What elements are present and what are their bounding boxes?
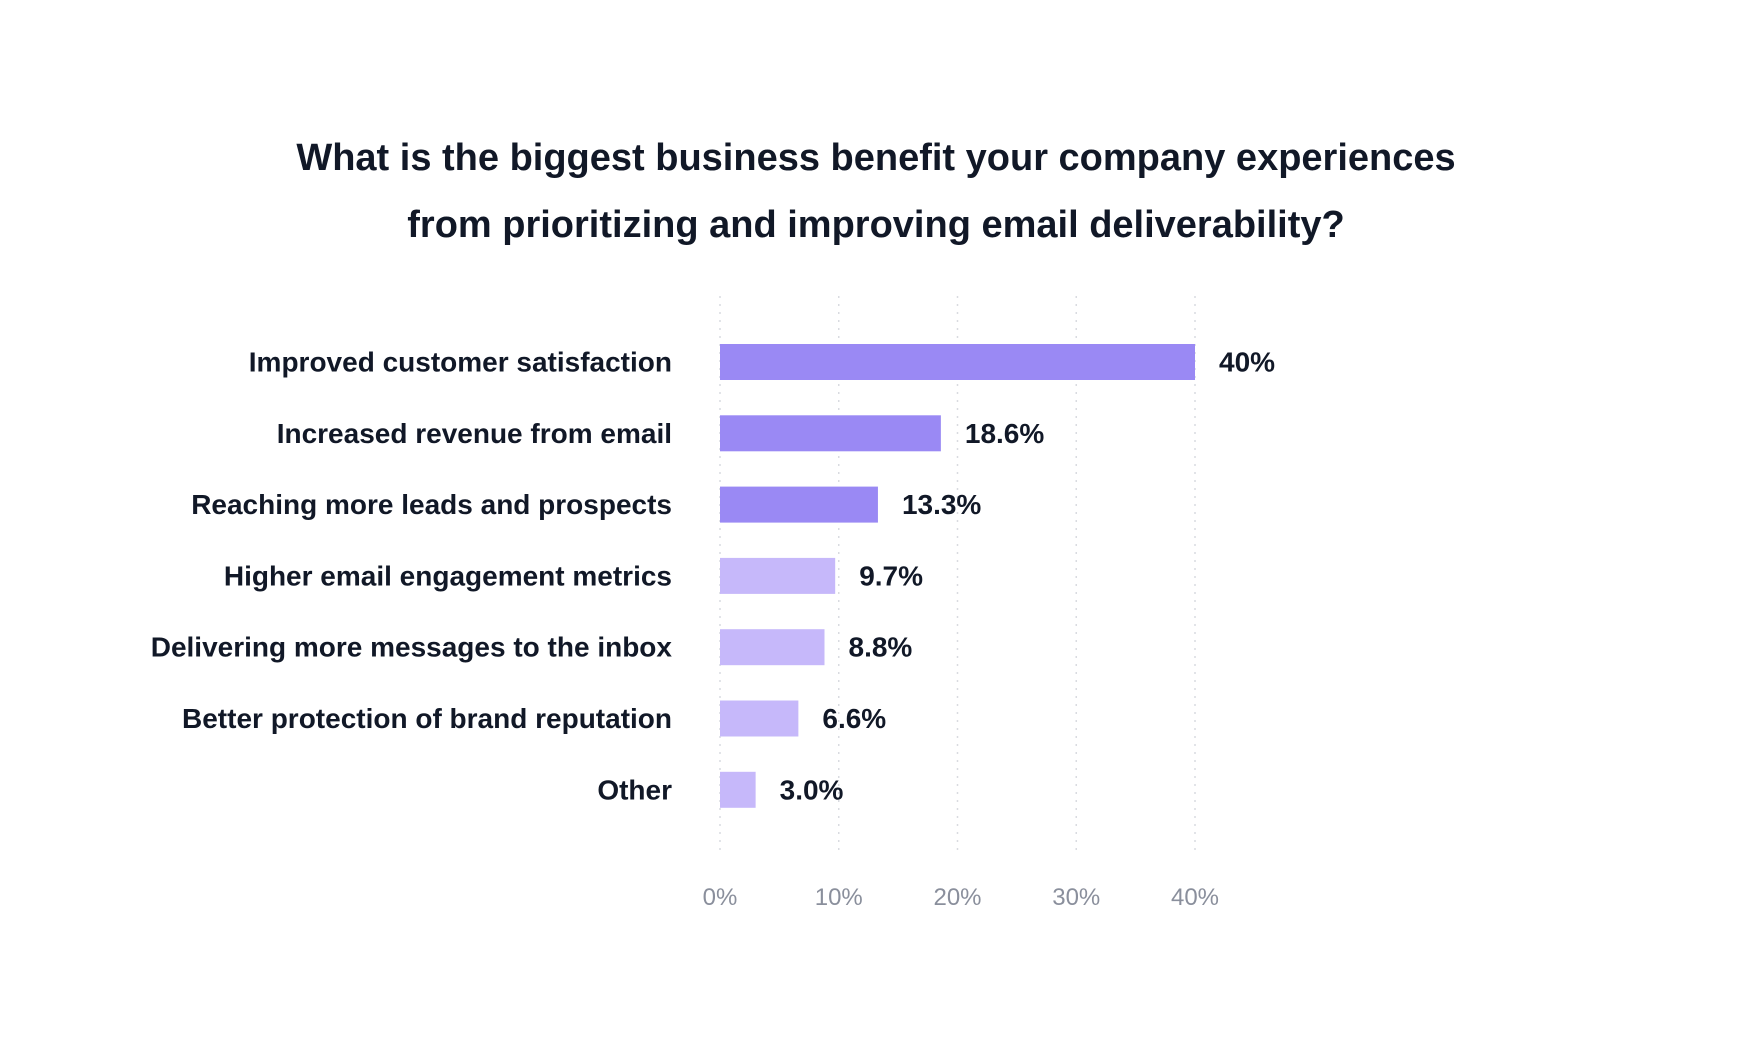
bar xyxy=(720,700,799,737)
chart-title-line-1: What is the biggest business benefit you… xyxy=(296,137,1455,179)
category-label: Other xyxy=(597,774,672,805)
value-label: 3.0% xyxy=(780,774,844,805)
x-tick-label: 40% xyxy=(1171,884,1219,911)
value-label: 18.6% xyxy=(965,418,1044,449)
value-label: 8.8% xyxy=(849,632,913,663)
category-label: Higher email engagement metrics xyxy=(224,560,672,591)
value-labels: 40% 18.6% 13.3% 9.7% 8.8% 6.6% 3.0% xyxy=(780,347,1276,806)
x-tick-label: 10% xyxy=(815,884,863,911)
category-label: Reaching more leads and prospects xyxy=(191,489,672,520)
chart-title-line-2: from prioritizing and improving email de… xyxy=(407,204,1344,246)
bar xyxy=(720,771,756,808)
value-label: 40% xyxy=(1219,347,1275,378)
x-tick-label: 20% xyxy=(933,884,981,911)
chart-title: What is the biggest business benefit you… xyxy=(296,137,1455,246)
category-label: Delivering more messages to the inbox xyxy=(151,632,673,663)
category-labels: Improved customer satisfaction Increased … xyxy=(151,347,673,806)
x-tick-label: 30% xyxy=(1052,884,1100,911)
x-axis-ticks: 0% 10% 20% 30% 40% xyxy=(703,884,1219,911)
bar xyxy=(720,557,836,594)
bars xyxy=(720,344,1195,808)
bar xyxy=(720,415,941,452)
category-label: Increased revenue from email xyxy=(277,418,672,449)
bar xyxy=(720,629,825,666)
value-label: 9.7% xyxy=(859,560,923,591)
bar xyxy=(720,344,1195,380)
category-label: Better protection of brand reputation xyxy=(182,703,672,734)
x-tick-label: 0% xyxy=(703,884,738,911)
value-label: 6.6% xyxy=(822,703,886,734)
bar xyxy=(720,486,878,523)
category-label: Improved customer satisfaction xyxy=(249,347,672,378)
value-label: 13.3% xyxy=(902,489,981,520)
